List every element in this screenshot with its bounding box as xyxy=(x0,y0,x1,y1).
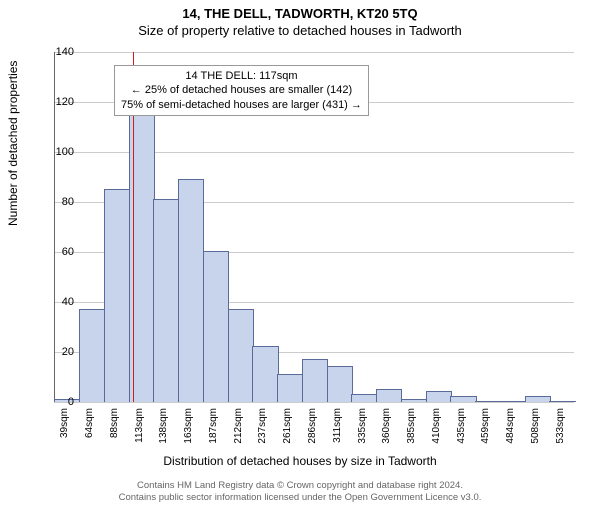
histogram-bar xyxy=(500,401,526,402)
y-tick-label: 120 xyxy=(56,96,74,108)
y-tick-label: 0 xyxy=(68,396,74,408)
histogram-bar xyxy=(450,396,476,402)
y-tick-label: 100 xyxy=(56,146,74,158)
histogram-bar xyxy=(401,399,427,403)
y-tick-label: 140 xyxy=(56,46,74,58)
gridline xyxy=(54,52,574,53)
histogram-bar xyxy=(376,389,402,403)
title-subtitle: Size of property relative to detached ho… xyxy=(0,23,600,38)
title-address: 14, THE DELL, TADWORTH, KT20 5TQ xyxy=(0,6,600,21)
y-axis-label: Number of detached properties xyxy=(6,61,20,226)
plot-area: 14 THE DELL: 117sqm← 25% of detached hou… xyxy=(54,52,574,402)
footer-attribution: Contains HM Land Registry data © Crown c… xyxy=(0,480,600,504)
gridline xyxy=(54,402,574,403)
y-tick-label: 80 xyxy=(62,196,74,208)
x-axis-label: Distribution of detached houses by size … xyxy=(0,454,600,468)
histogram-bar xyxy=(228,309,254,403)
histogram-bar xyxy=(178,179,204,403)
histogram-bar xyxy=(277,374,303,403)
footer-line1: Contains HM Land Registry data © Crown c… xyxy=(0,480,600,492)
annotation-line: 14 THE DELL: 117sqm xyxy=(121,69,362,83)
histogram-bar xyxy=(252,346,278,402)
y-tick-label: 60 xyxy=(62,246,74,258)
histogram-bar xyxy=(351,394,377,403)
histogram-bar xyxy=(525,396,551,402)
footer-line2: Contains public sector information licen… xyxy=(0,492,600,504)
histogram-bar xyxy=(327,366,353,402)
histogram-bar xyxy=(426,391,452,402)
histogram-bar xyxy=(475,401,501,402)
chart-container: 14, THE DELL, TADWORTH, KT20 5TQ Size of… xyxy=(0,6,600,506)
histogram-bar xyxy=(302,359,328,403)
y-tick-label: 40 xyxy=(62,296,74,308)
histogram-bar xyxy=(153,199,179,403)
y-tick-label: 20 xyxy=(62,346,74,358)
annotation-line: ← 25% of detached houses are smaller (14… xyxy=(121,83,362,97)
histogram-bar xyxy=(104,189,130,403)
histogram-bar xyxy=(79,309,105,403)
histogram-bar xyxy=(203,251,229,402)
histogram-bar xyxy=(549,401,575,402)
annotation-box: 14 THE DELL: 117sqm← 25% of detached hou… xyxy=(114,65,369,116)
annotation-line: 75% of semi-detached houses are larger (… xyxy=(121,98,362,112)
